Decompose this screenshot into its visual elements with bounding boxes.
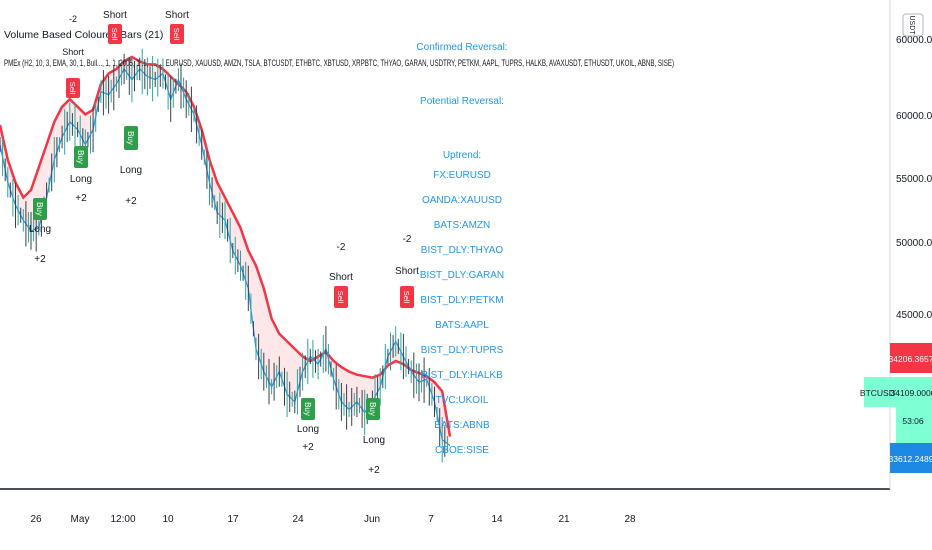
score-label: +2 [368,465,380,476]
sell-badge [400,286,414,308]
sell-signal[interactable]: -2 Short Sell [329,242,353,308]
time-tick: 24 [292,514,304,525]
uptrend-item: BIST_DLY:HALKB [421,370,503,381]
score-label: -2 [69,14,77,24]
price-tick: 60000.0000 [896,111,932,122]
uptrend-label: Uptrend: [443,150,481,161]
ema-price-label: 34206.3657 [889,354,932,364]
long-tag: Long [363,435,385,446]
short-tag: Short [103,10,127,21]
time-tick: 12:00 [110,514,135,525]
score-label: +2 [34,254,46,265]
uptrend-item: BIST_DLY:GARAN [420,270,504,281]
buy-badge-label: Buy [368,402,377,416]
long-tag: Long [297,424,319,435]
price-tick: 45000.0000 [896,310,932,321]
buy-signal[interactable]: Buy Long +2 [29,198,51,265]
time-axis-ticks: 26 May 12:00 10 17 24 Jun 7 14 21 28 [30,514,636,525]
bar-countdown: 53:06 [902,416,924,426]
short-tag: Short [62,47,84,57]
sell-badge-label: Sell [402,291,411,304]
buy-signal[interactable]: Buy Long +2 [297,398,319,453]
long-tag: Long [70,174,92,185]
score-label: +2 [75,193,87,204]
long-tag: Long [120,165,142,176]
time-tick: 10 [162,514,174,525]
score-label: +2 [125,196,137,207]
confirmed-reversal-label: Confirmed Reversal: [416,42,507,53]
price-tick: 60000.0000 [896,35,932,46]
uptrend-item: CBOE:SISE [435,445,489,456]
buy-badge [301,398,315,420]
currency-button[interactable]: USDT [902,13,924,37]
buy-signal[interactable]: Buy Long +2 [120,126,142,207]
uptrend-item: BATS:AAPL [435,320,489,331]
currency-label: USDT [908,15,915,35]
sell-badge [334,286,348,308]
sell-signal[interactable]: -2 Short Sell [62,14,84,98]
buy-signal[interactable]: Buy Long +2 [70,146,92,204]
sell-badge [108,24,122,44]
sell-badge-label: Sell [172,28,181,41]
price-label-blue-bg [890,443,932,473]
time-tick: Jun [364,514,380,525]
buy-badge [366,398,380,420]
uptrend-item: FX:EURUSD [433,170,491,181]
symbol-tag-bg [864,377,896,407]
sell-signal[interactable]: Short Sell [103,10,127,44]
time-tick: 17 [227,514,239,525]
score-label: -2 [403,234,412,245]
time-tick: 14 [491,514,503,525]
uptrend-item: OANDA:XAUUSD [422,195,502,206]
price-tick: 55000.0000 [896,174,932,185]
buy-badge-label: Buy [35,202,44,216]
indicator-title[interactable]: Volume Based Coloured Bars (21) [4,29,163,41]
uptrend-item: BIST_DLY:TUPRS [421,345,504,356]
sell-badge [66,78,80,98]
last-price-label-bg [896,377,932,443]
symbol-tag: BTCUSDT [860,388,900,398]
buy-signal[interactable]: Buy Long +2 [363,398,385,476]
uptrend-item: TVC:UKOIL [436,395,489,406]
sell-signal[interactable]: Short Sell [165,10,189,44]
price-candles [0,48,448,463]
screener-panel: Confirmed Reversal: Potential Reversal: … [416,42,507,456]
price-tick: 50000.0000 [896,238,932,249]
score-label: -2 [337,242,346,253]
short-tag: Short [395,266,419,277]
uptrend-item: BATS:AMZN [434,220,490,231]
last-price-label: 34109.0000 [891,388,932,398]
buy-badge-label: Buy [303,402,312,416]
ema-price-label-bg [890,343,932,373]
uptrend-item: BIST_DLY:THYAO [421,245,504,256]
sell-badge [170,24,184,44]
screener-parameters[interactable]: PMEx (H2, 10, 3, EMA, 30, 1, Bull..., 1,… [4,58,674,69]
buy-badge-label: Buy [126,131,135,145]
time-tick: 7 [428,514,434,525]
time-tick: May [71,514,90,525]
buy-badge [33,198,47,220]
time-tick: 26 [30,514,42,525]
sell-signal[interactable]: -2 Short Sell [395,234,419,308]
price-label-blue: 33612.2489 [889,454,932,464]
sell-badge-label: Sell [336,291,345,304]
buy-badge [74,146,88,168]
score-label: +2 [302,442,314,453]
short-tag: Short [329,272,353,283]
buy-badge [124,126,138,150]
time-tick: 28 [624,514,636,525]
uptrend-item: BATS:ABNB [434,420,490,431]
sell-badge-label: Sell [110,28,119,41]
potential-reversal-label: Potential Reversal: [420,96,504,107]
uptrend-item: BIST_DLY:PETKM [420,295,503,306]
long-tag: Long [29,224,51,235]
short-tag: Short [165,10,189,21]
buy-badge-label: Buy [76,150,85,164]
time-tick: 21 [558,514,570,525]
sell-badge-label: Sell [68,82,77,95]
